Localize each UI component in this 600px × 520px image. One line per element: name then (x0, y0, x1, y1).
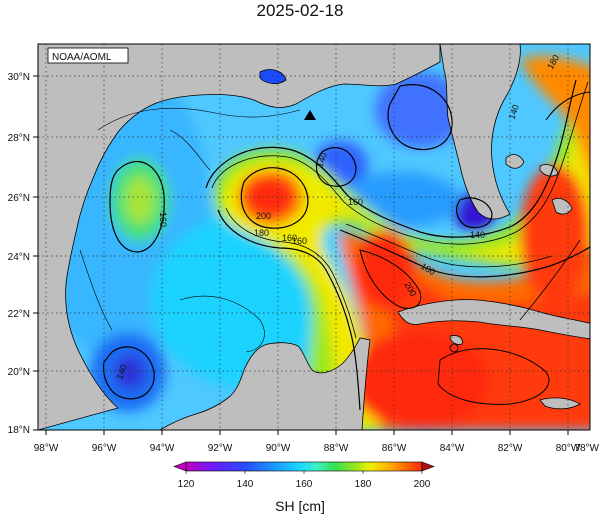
lon-label: 86°W (382, 443, 407, 454)
contour-label: 200 (256, 211, 271, 221)
lat-label: 28°N (8, 133, 30, 144)
lon-label: 78°W (574, 443, 599, 454)
contour-lines (79, 79, 590, 411)
contour-label: 160 (348, 197, 363, 207)
lat-label: 20°N (8, 367, 30, 378)
colorbar-tick: 140 (237, 479, 254, 490)
lon-label: 84°W (440, 443, 465, 454)
graticule (38, 44, 590, 430)
credit-label: NOAA/AOML (52, 52, 112, 63)
lat-label: 22°N (8, 309, 30, 320)
lon-labels: 98°W 96°W 94°W 92°W 90°W 88°W 86°W 84°W … (34, 443, 600, 454)
lat-label: 26°N (8, 193, 30, 204)
colorbar-tick: 120 (178, 479, 195, 490)
station-triangle-icon (304, 110, 316, 120)
contour-label: 160 (158, 212, 168, 227)
lon-label: 94°W (150, 443, 175, 454)
lat-label: 18°N (8, 425, 30, 436)
lat-label: 30°N (8, 72, 30, 83)
lon-label: 80°W (556, 443, 581, 454)
contour-label: 140 (314, 151, 329, 169)
lat-label: 24°N (8, 252, 30, 263)
lon-label: 82°W (498, 443, 523, 454)
axis-ticks (33, 75, 569, 435)
contour-label: 160 (292, 236, 307, 246)
contour-label: 140 (114, 363, 129, 381)
contour-label: 180 (254, 228, 269, 238)
colorbar-scale (185, 461, 423, 472)
sea-surface-height-field: 160 160 200 180 160 140 160 180 200 140 … (38, 44, 590, 430)
colorbar-min-arrow-icon (173, 461, 187, 472)
colorbar: 120 140 160 180 200 (173, 461, 435, 490)
lon-label: 90°W (266, 443, 291, 454)
land (38, 44, 590, 430)
credit-box: NOAA/AOML (47, 47, 129, 64)
colorbar-unit-label: SH [cm] (275, 498, 325, 514)
lon-label: 98°W (34, 443, 59, 454)
map-frame (37, 43, 591, 431)
colorbar-tick: 180 (355, 479, 372, 490)
contour-label: 140 (470, 230, 485, 240)
lat-labels: 30°N 28°N 26°N 24°N 22°N 20°N 18°N (8, 72, 30, 436)
colorbar-tick: 160 (296, 479, 313, 490)
colorbar-tick: 200 (414, 479, 431, 490)
colorbar-max-arrow-icon (421, 461, 435, 472)
lon-label: 88°W (324, 443, 349, 454)
map-title: 2025-02-18 (256, 1, 344, 20)
lon-label: 92°W (208, 443, 233, 454)
contour-label: 160 (282, 233, 297, 243)
lon-label: 96°W (92, 443, 117, 454)
